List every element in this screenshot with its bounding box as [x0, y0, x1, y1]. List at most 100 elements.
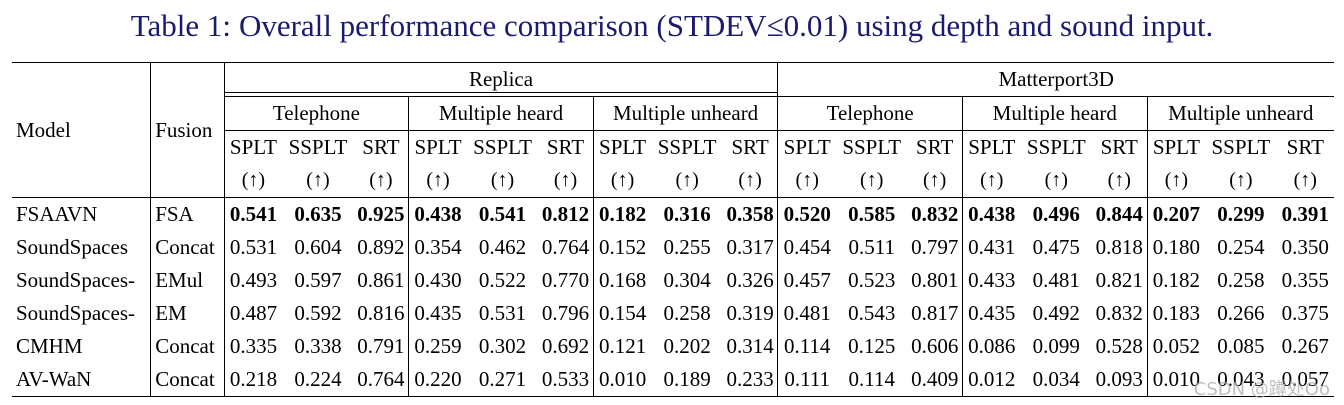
header-scenario: Multiple unheard [1147, 96, 1334, 131]
cell-value: 0.154 [598, 301, 647, 325]
cell-value: 0.258 [1217, 268, 1265, 292]
cell-value: 0.435 [968, 301, 1016, 325]
cell-value: 0.338 [294, 334, 342, 358]
cell-value: 0.182 [598, 202, 647, 226]
header-arrow: (↑) [651, 164, 723, 198]
header-arrow: (↑) [224, 164, 283, 198]
cell-value: 0.299 [1217, 202, 1265, 226]
header-metric: SPLT [777, 130, 837, 164]
cell-value: 0.457 [783, 268, 831, 292]
table-row: FSAAVN FSA 0.541 0.635 0.925 0.438 0.541 0.812 0… [12, 197, 1334, 231]
cell-value: 0.438 [414, 202, 462, 226]
cell-value: 0.010 [593, 363, 652, 397]
cell-value: 0.764 [353, 363, 410, 397]
cell-value: 0.182 [1152, 268, 1200, 292]
cell-value: 0.010 [1147, 363, 1206, 397]
cell-value: 0.043 [1205, 363, 1277, 397]
cell-value: 0.375 [1281, 301, 1329, 325]
cell-value: 0.271 [466, 363, 539, 397]
cell-value: 0.801 [907, 264, 963, 297]
table-row: AV-WaN Concat 0.218 0.224 0.764 0.220 0.271 0.5… [12, 363, 1334, 397]
cell-fusion: EMul [150, 264, 225, 297]
cell-value: 0.796 [538, 297, 594, 330]
cell-value: 0.812 [538, 197, 594, 231]
cell-value: 0.861 [353, 264, 410, 297]
cell-value: 0.925 [353, 197, 410, 231]
cell-value: 0.220 [408, 363, 467, 397]
cell-value: 0.202 [663, 334, 711, 358]
header-metric: SRT [722, 130, 779, 164]
cell-value: 0.189 [651, 363, 723, 397]
cell-value: 0.604 [294, 235, 342, 259]
cell-value: 0.541 [229, 202, 278, 226]
cell-value: 0.152 [598, 235, 647, 259]
cell-value: 0.597 [294, 268, 342, 292]
cell-value: 0.430 [414, 268, 462, 292]
table-row: SoundSpaces Concat 0.531 0.604 0.892 0.354 0.4… [12, 231, 1334, 264]
cell-value: 0.832 [1091, 297, 1148, 330]
cell-model: SoundSpaces [16, 235, 128, 259]
cell-value: 0.433 [968, 268, 1016, 292]
cell-value: 0.258 [663, 301, 711, 325]
cell-value: 0.267 [1281, 334, 1329, 358]
cell-value: 0.481 [783, 301, 831, 325]
header-arrow: (↑) [1091, 164, 1148, 198]
cell-model: CMHM [16, 334, 83, 358]
header-scenario: Multiple heard [962, 96, 1148, 131]
cell-value: 0.832 [907, 197, 963, 231]
cell-value: 0.770 [538, 264, 594, 297]
cell-value: 0.354 [414, 235, 462, 259]
header-arrow: (↑) [1276, 164, 1334, 198]
cell-value: 0.818 [1091, 231, 1148, 264]
cell-value: 0.585 [848, 202, 896, 226]
cell-value: 0.844 [1091, 197, 1148, 231]
cell-value: 0.085 [1217, 334, 1265, 358]
header-scenario: Telephone [777, 96, 963, 131]
cell-value: 0.012 [962, 363, 1021, 397]
header-arrow: (↑) [836, 164, 908, 198]
header-arrow: (↑) [353, 164, 410, 198]
header-row-metrics: SPLT SSPLT SRT SPLT SSPLT SRT SPLT SSPLT SRT SPLT… [12, 130, 1334, 164]
cell-value: 0.052 [1152, 334, 1200, 358]
cell-value: 0.454 [783, 235, 831, 259]
cell-value: 0.233 [722, 363, 779, 397]
caption-label: Table 1: [130, 8, 231, 43]
header-metric: SSPLT [1020, 130, 1092, 164]
cell-fusion: Concat [150, 363, 225, 397]
performance-table: Model Fusion Replica Matterport3D Teleph… [12, 62, 1334, 397]
header-row-scenarios: Telephone Multiple heard Multiple unhear… [12, 96, 1334, 131]
cell-value: 0.496 [1032, 202, 1080, 226]
cell-value: 0.125 [848, 334, 896, 358]
header-metric: SRT [1091, 130, 1148, 164]
header-metric: SRT [1276, 130, 1334, 164]
cell-value: 0.180 [1152, 235, 1200, 259]
cell-value: 0.093 [1091, 363, 1148, 397]
cell-value: 0.304 [663, 268, 711, 292]
cell-value: 0.817 [907, 297, 963, 330]
cell-value: 0.606 [907, 330, 963, 363]
cell-value: 0.635 [294, 202, 342, 226]
cell-value: 0.511 [848, 235, 895, 259]
cell-value: 0.791 [353, 330, 410, 363]
cell-value: 0.821 [1091, 264, 1148, 297]
header-dataset-matterport3d: Matterport3D [777, 62, 1334, 97]
header-arrow: (↑) [722, 164, 779, 198]
cell-value: 0.531 [478, 301, 527, 325]
cell-value: 0.541 [478, 202, 527, 226]
cell-value: 0.523 [848, 268, 896, 292]
table-row: SoundSpaces- EMul 0.493 0.597 0.861 0.430 0.52… [12, 264, 1334, 297]
cell-value: 0.435 [414, 301, 462, 325]
cell-value: 0.892 [353, 231, 410, 264]
cell-value: 0.302 [478, 334, 527, 358]
cell-value: 0.431 [968, 235, 1016, 259]
cell-value: 0.531 [229, 235, 278, 259]
cell-value: 0.207 [1152, 202, 1200, 226]
cell-value: 0.522 [478, 268, 527, 292]
cell-model: FSAAVN [16, 202, 98, 226]
cell-value: 0.350 [1281, 235, 1329, 259]
header-metric: SPLT [1147, 130, 1206, 164]
cell-value: 0.034 [1020, 363, 1092, 397]
header-metric: SPLT [224, 130, 283, 164]
table-body: FSAAVN FSA 0.541 0.635 0.925 0.438 0.541 0.812 0… [12, 197, 1334, 397]
cell-value: 0.168 [598, 268, 647, 292]
